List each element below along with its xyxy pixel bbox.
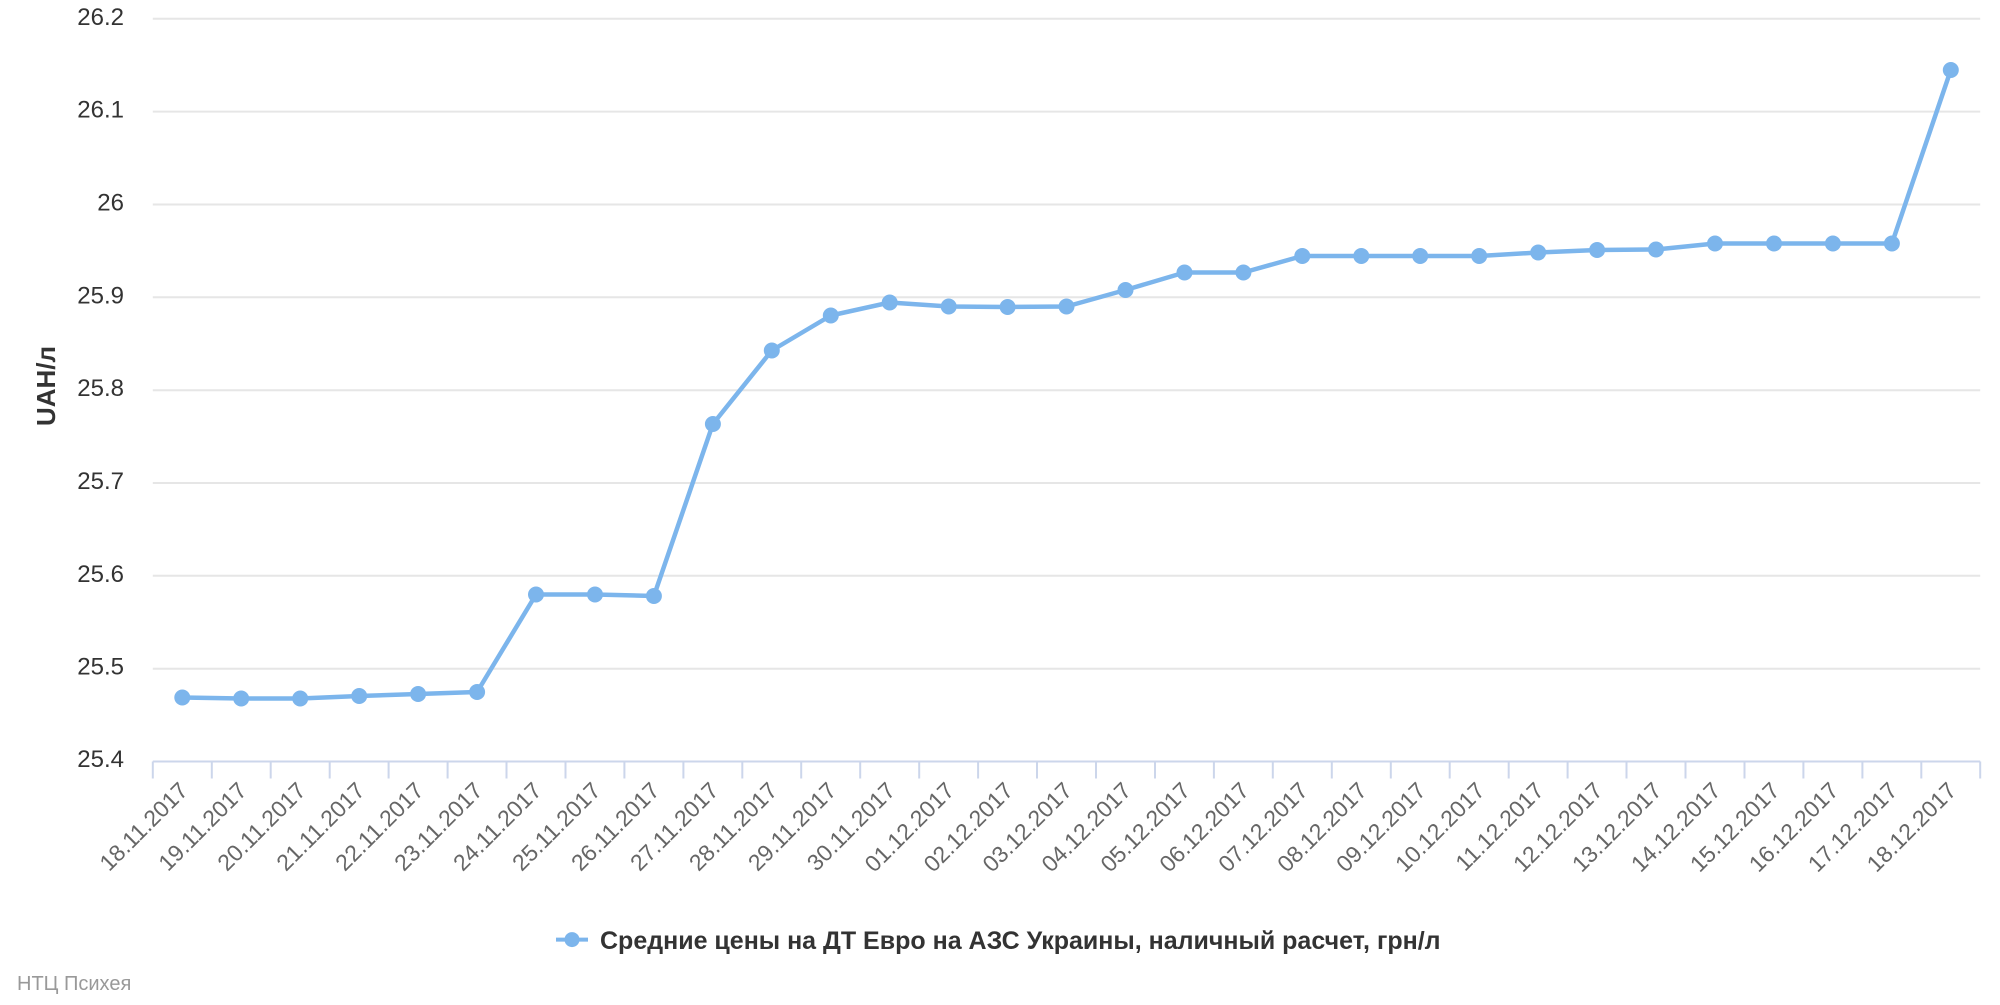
svg-text:25.4: 25.4 [77, 746, 124, 773]
svg-text:26: 26 [97, 190, 124, 217]
svg-text:UAH/л: UAH/л [31, 346, 61, 426]
svg-text:НТЦ Психея: НТЦ Психея [17, 973, 131, 995]
svg-text:26.2: 26.2 [77, 4, 124, 31]
svg-text:25.9: 25.9 [77, 282, 124, 309]
svg-text:25.7: 25.7 [77, 468, 124, 495]
svg-text:26.1: 26.1 [77, 97, 124, 124]
svg-text:25.8: 25.8 [77, 375, 124, 402]
svg-text:25.6: 25.6 [77, 561, 124, 588]
svg-text:25.5: 25.5 [77, 654, 124, 681]
svg-text:Средние цены на ДТ Евро на АЗС: Средние цены на ДТ Евро на АЗС Украины, … [600, 927, 1441, 955]
